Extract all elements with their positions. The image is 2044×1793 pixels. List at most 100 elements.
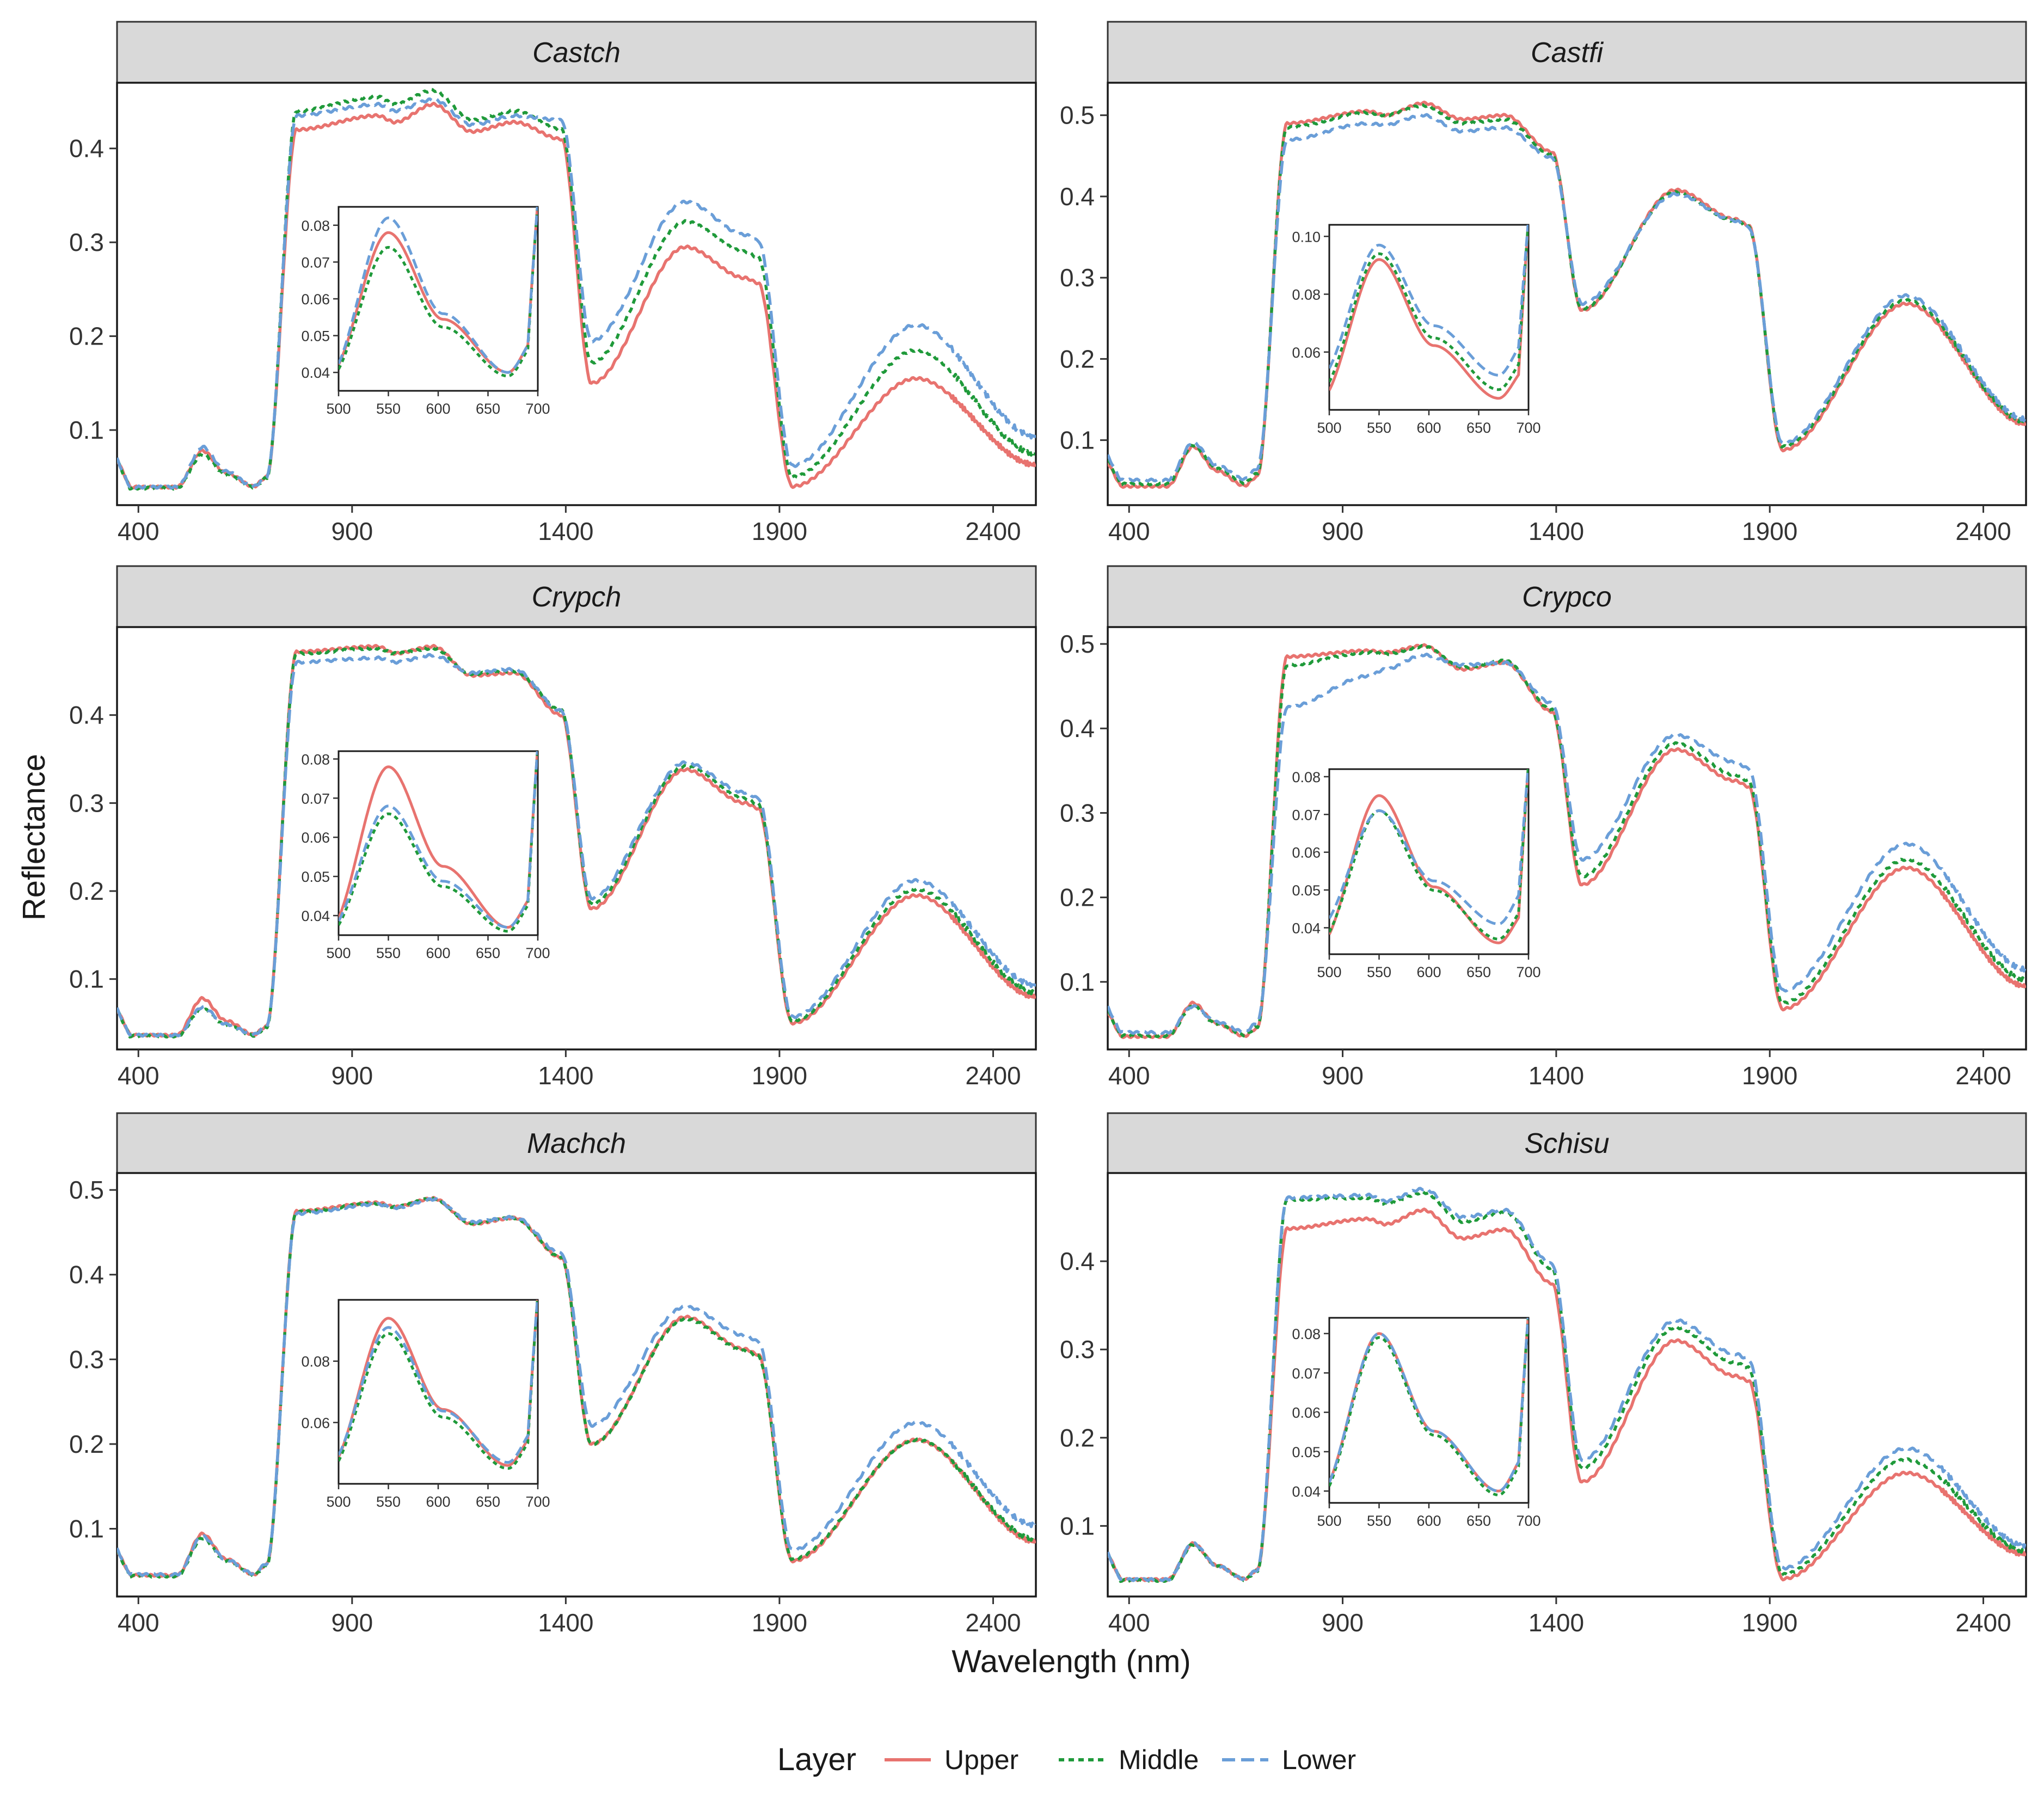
x-tick-label: 1900 — [1742, 1061, 1797, 1090]
inset-series-line-lower — [1329, 1318, 1529, 1493]
inset-x-tick-label: 500 — [1317, 964, 1341, 980]
inset-x-tick-label: 700 — [525, 401, 550, 417]
inset-series-line-upper — [339, 1300, 538, 1467]
x-tick-label: 1900 — [752, 1061, 807, 1090]
inset-x-tick-label: 600 — [1416, 420, 1441, 436]
legend-label-upper: Upper — [944, 1745, 1018, 1775]
inset-y-tick-label: 0.05 — [301, 328, 330, 345]
series-line-lower — [117, 1197, 1036, 1577]
inset-y-tick-label: 0.06 — [1292, 345, 1321, 361]
inset-series-line-lower — [339, 207, 538, 374]
legend: Layer Upper Middle Lower — [777, 1742, 1356, 1777]
inset-x-tick-label: 550 — [376, 945, 401, 961]
x-tick-label: 2400 — [965, 517, 1021, 545]
panel-machch: Machch 0.1 0.2 0.3 0.4 0.5 400 900 1400 1900 2400 0… — [69, 1112, 1037, 1637]
x-axis-title: Wavelength (nm) — [952, 1644, 1190, 1679]
y-tick-label: 0.1 — [1060, 1512, 1095, 1540]
inset-series-line-middle — [339, 751, 538, 933]
x-tick-label: 2400 — [1955, 517, 2011, 545]
y-tick-label: 0.2 — [1060, 883, 1095, 912]
inset-x-tick-label: 700 — [1516, 1513, 1540, 1529]
inset-y-tick-label: 0.10 — [1292, 229, 1321, 245]
x-tick-label: 900 — [1322, 1608, 1364, 1637]
y-tick-label: 0.4 — [1060, 1247, 1095, 1275]
x-tick-label: 1400 — [538, 517, 593, 545]
y-tick-label: 0.4 — [69, 701, 104, 729]
y-tick-label: 0.5 — [1060, 630, 1095, 658]
series-line-lower — [117, 97, 1036, 490]
inset-plot: 0.04 0.05 0.06 0.07 0.08 500 550 600 650 700 — [1292, 768, 1541, 980]
facet-strip — [116, 1112, 1037, 1174]
series-line-lower — [1108, 113, 2026, 483]
x-tick-label: 1400 — [538, 1608, 593, 1637]
inset-y-tick-label: 0.05 — [1292, 882, 1321, 899]
inset-x-tick-label: 700 — [525, 1494, 550, 1510]
x-tick-label: 900 — [1322, 517, 1364, 545]
facet-title: Crypch — [532, 581, 622, 613]
y-tick-label: 0.4 — [1060, 182, 1095, 211]
plot-area — [116, 626, 1037, 1051]
inset-area — [337, 1299, 539, 1485]
x-tick-label: 400 — [118, 517, 159, 545]
x-tick-label: 900 — [1322, 1061, 1364, 1090]
inset-series-line-middle — [339, 207, 538, 378]
y-tick-label: 0.1 — [69, 1515, 104, 1543]
y-tick-label: 0.5 — [1060, 101, 1095, 130]
x-tick-label: 1900 — [1742, 517, 1797, 545]
plot-area — [1107, 82, 2027, 506]
y-tick-label: 0.2 — [1060, 1423, 1095, 1452]
inset-y-tick-label: 0.05 — [301, 869, 330, 885]
facet-title: Castch — [532, 37, 621, 69]
inset-x-tick-label: 550 — [1367, 964, 1391, 980]
y-tick-label: 0.4 — [69, 134, 104, 163]
facet-strip — [116, 21, 1037, 84]
panel-castch: Castch 0.1 0.2 0.3 0.4 400 900 1400 1900 2400 0.04… — [69, 21, 1037, 545]
inset-y-tick-label: 0.06 — [1292, 1405, 1321, 1421]
facet-strip — [1107, 565, 2027, 628]
legend-label-middle: Middle — [1119, 1745, 1199, 1775]
inset-x-tick-label: 650 — [1466, 1513, 1491, 1529]
inset-area — [1328, 224, 1530, 411]
facet-title: Machch — [527, 1128, 626, 1159]
inset-x-tick-label: 600 — [426, 945, 450, 961]
inset-x-tick-label: 650 — [476, 945, 500, 961]
x-tick-label: 2400 — [965, 1608, 1021, 1637]
inset-series-line-middle — [1329, 769, 1529, 941]
inset-x-tick-label: 500 — [326, 1494, 351, 1510]
inset-x-tick-label: 700 — [1516, 964, 1540, 980]
plot-area — [116, 82, 1037, 506]
x-tick-label: 2400 — [1955, 1608, 2011, 1637]
inset-x-tick-label: 650 — [1466, 964, 1491, 980]
y-tick-label: 0.1 — [1060, 426, 1095, 455]
inset-series-line-upper — [1329, 769, 1529, 944]
facet-title: Schisu — [1524, 1128, 1609, 1159]
inset-y-tick-label: 0.06 — [1292, 845, 1321, 861]
y-tick-label: 0.4 — [69, 1261, 104, 1289]
inset-x-tick-label: 500 — [326, 945, 351, 961]
inset-series-line-middle — [339, 1300, 538, 1470]
inset-x-tick-label: 500 — [1317, 420, 1341, 436]
inset-y-tick-label: 0.04 — [1292, 920, 1321, 936]
y-tick-label: 0.2 — [1060, 345, 1095, 373]
series-line-lower — [117, 653, 1036, 1038]
facet-strip — [116, 565, 1037, 628]
inset-series-line-lower — [1329, 225, 1529, 377]
y-tick-label: 0.5 — [69, 1176, 104, 1204]
y-tick-label: 0.2 — [69, 877, 104, 905]
inset-plot: 0.04 0.05 0.06 0.07 0.08 500 550 600 650 700 — [1292, 1317, 1541, 1529]
inset-x-tick-label: 650 — [476, 1494, 500, 1510]
inset-y-tick-label: 0.07 — [301, 254, 330, 271]
x-tick-label: 2400 — [965, 1061, 1021, 1090]
y-tick-label: 0.1 — [1060, 968, 1095, 996]
inset-x-tick-label: 550 — [376, 401, 401, 417]
inset-x-tick-label: 550 — [376, 1494, 401, 1510]
inset-y-tick-label: 0.08 — [1292, 287, 1321, 303]
x-tick-label: 1900 — [1742, 1608, 1797, 1637]
legend-title: Layer — [777, 1742, 856, 1777]
series-line-middle — [1108, 1190, 2025, 1583]
y-tick-label: 0.3 — [1060, 263, 1095, 292]
panel-schisu: Schisu 0.1 0.2 0.3 0.4 400 900 1400 1900 2400 0.04… — [1060, 1112, 2027, 1637]
y-tick-label: 0.3 — [1060, 799, 1095, 827]
panel-crypco: Crypco 0.1 0.2 0.3 0.4 0.5 400 900 1400 1900 2400 0… — [1060, 565, 2027, 1090]
x-tick-label: 2400 — [1955, 1061, 2011, 1090]
